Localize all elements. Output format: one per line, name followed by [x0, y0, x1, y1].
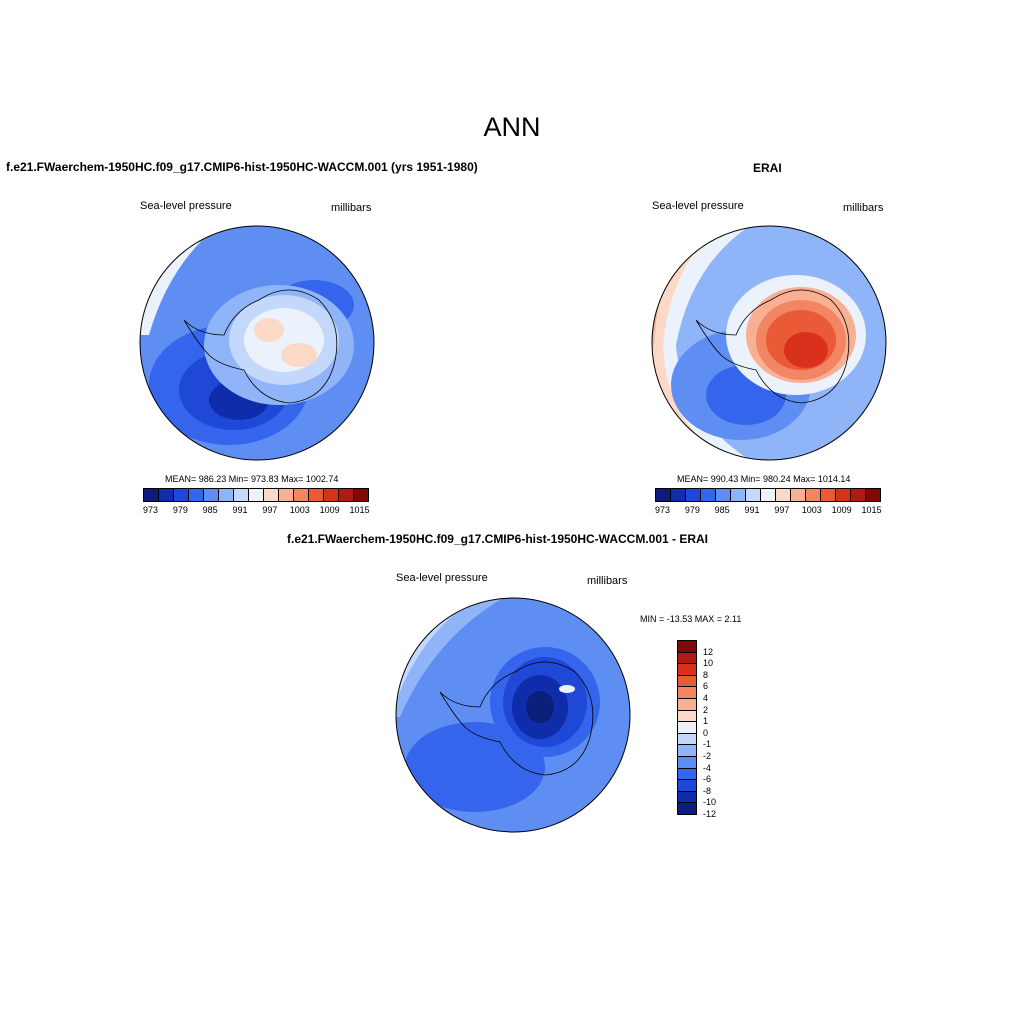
colorbar-swatch: [264, 489, 279, 501]
panel1-title: f.e21.FWaerchem-1950HC.f09_g17.CMIP6-his…: [6, 160, 478, 174]
colorbar-swatch: [821, 489, 836, 501]
colorbar-swatch: [234, 489, 249, 501]
colorbar-swatch: [159, 489, 174, 501]
panel1-coastline: [183, 289, 338, 404]
colorbar-swatch: [851, 489, 866, 501]
colorbar-tick-label: 991: [744, 505, 760, 515]
colorbar-swatch: [678, 722, 696, 734]
colorbar-swatch: [678, 733, 696, 746]
colorbar-swatch: [189, 489, 204, 501]
colorbar-tick-label: 997: [262, 505, 278, 515]
colorbar-swatch: [339, 489, 354, 501]
colorbar-tick-label: 1009: [831, 505, 852, 515]
colorbar-tick-label: 985: [202, 505, 218, 515]
colorbar-tick-label: 985: [714, 505, 730, 515]
panel2-map: [651, 225, 887, 461]
colorbar-swatch: [678, 652, 696, 665]
colorbar-swatch: [791, 489, 806, 501]
colorbar-tick-label: 973: [142, 505, 158, 515]
colorbar-swatch: [678, 641, 696, 653]
panel3-map: [395, 597, 631, 833]
colorbar-swatch: [671, 489, 686, 501]
colorbar-swatch: [678, 791, 696, 804]
colorbar-swatch: [678, 756, 696, 769]
colorbar-tick-label: 991: [232, 505, 248, 515]
colorbar-tick-label: 1003: [289, 505, 310, 515]
colorbar-swatch: [678, 664, 696, 676]
panel1-stats: MEAN= 986.23 Min= 973.83 Max= 1002.74: [165, 474, 339, 484]
colorbar-swatch: [686, 489, 701, 501]
colorbar-swatch: [678, 698, 696, 711]
colorbar-tick-label: -6: [703, 774, 712, 785]
colorbar-tick-label: 979: [172, 505, 188, 515]
panel3-units-label: millibars: [587, 575, 628, 587]
colorbar-tick-label: 1009: [319, 505, 340, 515]
panel3-colorbar: [677, 640, 697, 815]
colorbar-swatch: [761, 489, 776, 501]
colorbar-tick-label: -12: [703, 809, 717, 819]
panel2-colorbar: [655, 488, 881, 502]
colorbar-swatch: [249, 489, 264, 501]
colorbar-tick-label: 1015: [349, 505, 370, 515]
colorbar-swatch: [806, 489, 821, 501]
colorbar-swatch: [678, 687, 696, 699]
colorbar-tick-label: 0: [703, 727, 709, 738]
colorbar-swatch: [731, 489, 746, 501]
panel2-units-label: millibars: [843, 202, 884, 214]
colorbar-swatch: [746, 489, 761, 501]
colorbar-tick-label: -4: [703, 762, 712, 773]
colorbar-swatch: [144, 489, 159, 501]
colorbar-tick-label: 2: [703, 704, 709, 715]
colorbar-swatch: [678, 803, 696, 814]
colorbar-tick-label: 979: [684, 505, 700, 515]
colorbar-swatch: [294, 489, 309, 501]
colorbar-swatch: [678, 710, 696, 723]
colorbar-swatch: [174, 489, 189, 501]
colorbar-swatch: [866, 489, 880, 501]
colorbar-tick-label: -8: [703, 785, 712, 796]
colorbar-swatch: [678, 745, 696, 757]
panel2-title: ERAI: [753, 161, 782, 175]
colorbar-swatch: [678, 780, 696, 792]
panel3-stats: MIN = -13.53 MAX = 2.11: [640, 614, 742, 624]
colorbar-tick-label: -1: [703, 739, 712, 750]
colorbar-swatch: [678, 675, 696, 688]
colorbar-tick-label: 1015: [861, 505, 882, 515]
colorbar-swatch: [678, 768, 696, 781]
colorbar-tick-label: 997: [774, 505, 790, 515]
colorbar-tick-label: 973: [654, 505, 670, 515]
panel1-colorbar: [143, 488, 369, 502]
panel1-variable-label: Sea-level pressure: [140, 200, 232, 212]
colorbar-swatch: [204, 489, 219, 501]
panel3-title: f.e21.FWaerchem-1950HC.f09_g17.CMIP6-his…: [287, 532, 709, 546]
colorbar-swatch: [716, 489, 731, 501]
panel3-variable-label: Sea-level pressure: [396, 572, 488, 584]
colorbar-swatch: [776, 489, 791, 501]
colorbar-tick-label: 8: [703, 669, 709, 680]
colorbar-tick-label: 12: [703, 646, 714, 657]
panel2-stats: MEAN= 990.43 Min= 980.24 Max= 1014.14: [677, 474, 851, 484]
colorbar-swatch: [219, 489, 234, 501]
colorbar-swatch: [309, 489, 324, 501]
colorbar-swatch: [279, 489, 294, 501]
panel2-variable-label: Sea-level pressure: [652, 200, 744, 212]
colorbar-tick-label: 10: [703, 658, 714, 669]
colorbar-swatch: [354, 489, 368, 501]
colorbar-tick-label: 6: [703, 681, 709, 692]
panel3-coastline: [439, 661, 594, 776]
season-title: ANN: [483, 112, 541, 142]
colorbar-swatch: [701, 489, 716, 501]
colorbar-tick-label: 4: [703, 693, 709, 703]
colorbar-tick-label: 1003: [801, 505, 822, 515]
colorbar-tick-label: -10: [703, 797, 717, 808]
panel1-map: [139, 225, 375, 461]
panel1-units-label: millibars: [331, 202, 372, 214]
colorbar-tick-label: -2: [703, 751, 712, 761]
colorbar-tick-label: 1: [703, 716, 709, 727]
panel2-coastline: [695, 289, 850, 404]
colorbar-swatch: [656, 489, 671, 501]
colorbar-swatch: [324, 489, 339, 501]
colorbar-swatch: [836, 489, 851, 501]
